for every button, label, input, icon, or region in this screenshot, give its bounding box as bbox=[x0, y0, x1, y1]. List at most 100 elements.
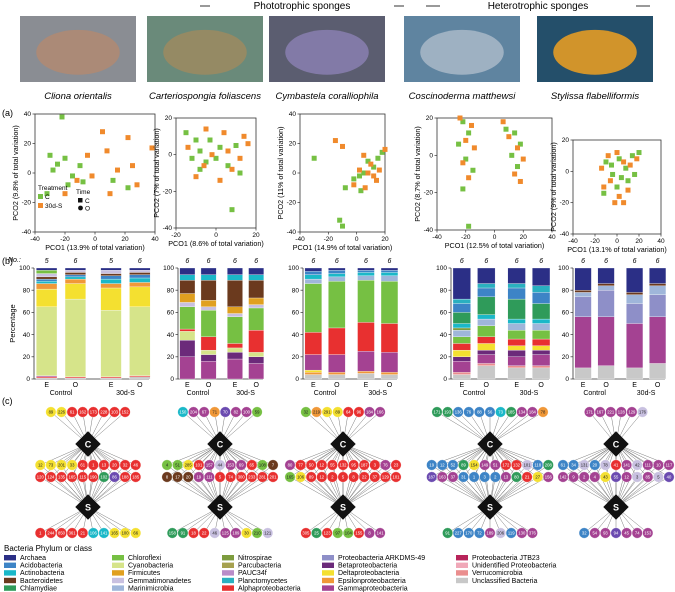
header: Phototrophic sponges Heterotrophic spong… bbox=[200, 0, 650, 12]
x-tick-label: 20 bbox=[121, 236, 129, 243]
control-point bbox=[229, 207, 235, 213]
otu-label: 8 bbox=[352, 475, 355, 480]
treatment-point bbox=[149, 145, 155, 151]
group-label-treatment: 30d-S bbox=[116, 390, 135, 397]
otu-node bbox=[198, 406, 210, 418]
bar-segment bbox=[574, 267, 592, 291]
legend-item: Chlamydiae bbox=[20, 585, 57, 592]
legend-treatment-swatch bbox=[38, 203, 43, 208]
otu-node bbox=[521, 459, 533, 471]
otu-label: 100 bbox=[243, 410, 251, 415]
legend-swatch bbox=[222, 555, 234, 561]
bar-segment bbox=[304, 372, 322, 375]
legend-item: Verrucomicrobia bbox=[472, 570, 523, 577]
otu-node bbox=[631, 459, 643, 471]
otu-node bbox=[463, 527, 475, 539]
otu-label: 153 bbox=[644, 531, 652, 536]
otu-label: 41 bbox=[614, 463, 619, 468]
otu-node bbox=[225, 459, 236, 471]
edge bbox=[166, 443, 221, 478]
control-hub-label: C bbox=[613, 440, 620, 450]
otu-label: 18 bbox=[191, 531, 196, 536]
bar-segment bbox=[179, 339, 196, 357]
bar-y-tick-label: 80 bbox=[23, 287, 31, 294]
legend-time-c-label: C bbox=[85, 198, 90, 205]
x-tick-label: 0 bbox=[355, 236, 359, 243]
y-tick-label: -20 bbox=[424, 190, 434, 197]
bar-segment bbox=[179, 293, 196, 303]
heterotrophic-label-bg bbox=[440, 0, 636, 12]
bar-segment bbox=[477, 354, 496, 364]
otu-node bbox=[374, 527, 386, 539]
x-tick-label: -20 bbox=[171, 232, 181, 239]
otu-label: 89 bbox=[335, 410, 340, 415]
otu-node bbox=[537, 406, 549, 418]
otu-node bbox=[479, 471, 491, 483]
otu-label: 5 bbox=[219, 475, 222, 480]
otu-node bbox=[500, 471, 512, 483]
otu-label: 210 bbox=[254, 531, 262, 536]
otu-label: 184 bbox=[366, 410, 374, 415]
legend-item: Bacteroidetes bbox=[20, 578, 63, 585]
otu-label: 91 bbox=[181, 531, 186, 536]
otu-node bbox=[45, 459, 57, 471]
bar-segment bbox=[100, 278, 122, 284]
treatment-point bbox=[601, 184, 607, 190]
bar-segment bbox=[507, 349, 526, 357]
otu-label: 111 bbox=[645, 463, 652, 468]
x-tick-label: 40 bbox=[151, 236, 159, 243]
legend-swatch bbox=[4, 562, 16, 568]
otu-node bbox=[353, 406, 365, 418]
x-axis-label: PCO1 (13.1% of total variation) bbox=[567, 245, 666, 254]
otu-node bbox=[77, 527, 89, 539]
control-point bbox=[217, 144, 223, 150]
otu-label: 17 bbox=[175, 475, 180, 480]
otu-node bbox=[380, 471, 391, 483]
otu-node bbox=[631, 471, 643, 483]
otu-label: 78 bbox=[541, 410, 546, 415]
treatment-point bbox=[599, 165, 605, 171]
bar-segment bbox=[328, 372, 346, 375]
otu-node bbox=[353, 527, 365, 539]
sample-count: 6 bbox=[633, 258, 637, 265]
control-point bbox=[65, 182, 71, 188]
otu-node bbox=[262, 527, 274, 539]
otu-label: 281 bbox=[259, 475, 267, 480]
x-tick-label: 0 bbox=[214, 232, 218, 239]
bar-segment bbox=[452, 349, 471, 357]
bar-y-tick-label: 60 bbox=[562, 310, 570, 317]
control-point bbox=[337, 217, 343, 223]
legend-treatment-title: Treatment bbox=[38, 185, 68, 192]
otu-label: 1 bbox=[92, 463, 95, 468]
bar-segment bbox=[507, 356, 526, 366]
otu-label: 158 bbox=[169, 531, 177, 536]
control-point bbox=[59, 114, 65, 120]
bar-segment bbox=[357, 267, 375, 271]
bar-segment bbox=[597, 283, 615, 286]
otu-label: 123 bbox=[324, 531, 332, 536]
otu-label: 73 bbox=[498, 410, 503, 415]
otu-node bbox=[161, 471, 173, 483]
control-point bbox=[225, 163, 231, 169]
otu-node bbox=[219, 406, 231, 418]
otu-label: 12 bbox=[38, 463, 43, 468]
treatment-point bbox=[104, 148, 110, 154]
bar-segment bbox=[227, 352, 243, 360]
sample-count: 6 bbox=[73, 258, 77, 265]
otu-label: 136 bbox=[455, 410, 463, 415]
otu-node bbox=[390, 459, 402, 471]
legend-time-o-swatch bbox=[78, 205, 83, 211]
otu-label: 46 bbox=[212, 531, 217, 536]
otu-node bbox=[311, 406, 322, 418]
control-point bbox=[623, 165, 629, 171]
otu-label: 22 bbox=[202, 531, 207, 536]
bar-category-label: E bbox=[233, 382, 238, 389]
otu-label: 193 bbox=[444, 410, 452, 415]
otu-node bbox=[589, 459, 601, 471]
y-axis-label: PCO2 (7% of total variation) bbox=[152, 128, 161, 217]
otu-label: 61 bbox=[80, 463, 85, 468]
otu-node bbox=[594, 406, 606, 418]
otu-node bbox=[364, 527, 375, 539]
